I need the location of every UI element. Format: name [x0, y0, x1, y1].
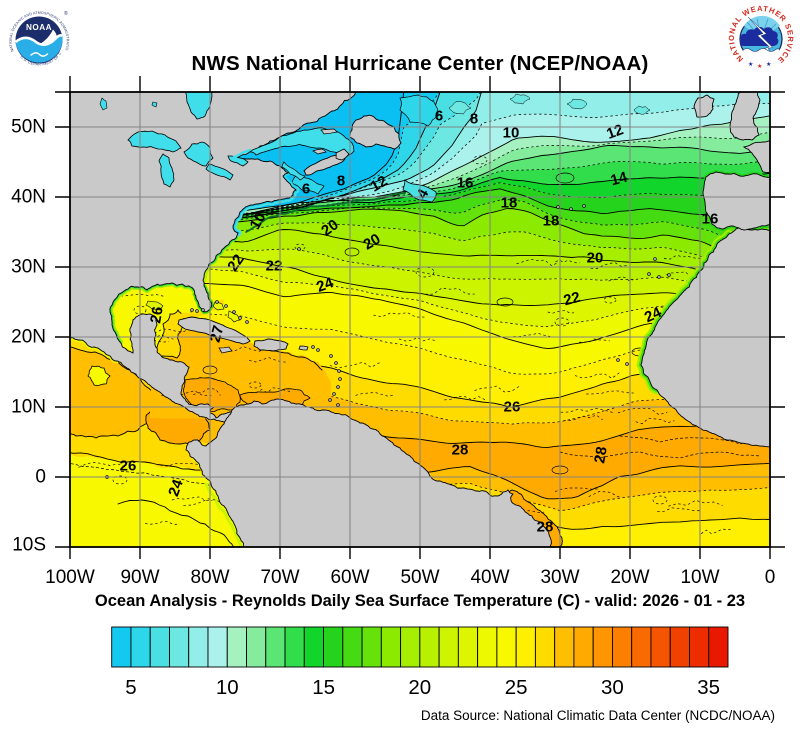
svg-text:5: 5 [125, 676, 136, 699]
svg-text:10N: 10N [11, 397, 46, 418]
svg-text:40N: 40N [11, 187, 46, 208]
svg-text:®: ® [64, 10, 68, 17]
svg-text:28: 28 [591, 445, 611, 464]
svg-text:22: 22 [266, 258, 283, 275]
svg-text:22: 22 [562, 289, 583, 310]
svg-text:20: 20 [361, 230, 384, 253]
svg-text:28: 28 [452, 442, 469, 459]
svg-text:8: 8 [470, 111, 478, 128]
svg-text:Data Source: National Climatic: Data Source: National Climatic Data Cent… [421, 708, 775, 723]
svg-text:20: 20 [318, 216, 341, 239]
svg-text:18: 18 [501, 195, 518, 212]
svg-text:24: 24 [314, 274, 336, 296]
svg-text:90W: 90W [120, 567, 159, 588]
svg-text:18: 18 [543, 213, 560, 230]
svg-text:★: ★ [766, 61, 771, 68]
svg-text:40W: 40W [470, 567, 509, 588]
svg-text:20W: 20W [610, 567, 649, 588]
svg-text:26: 26 [120, 458, 137, 475]
svg-text:10: 10 [503, 125, 520, 142]
svg-text:24: 24 [165, 477, 187, 499]
svg-text:80W: 80W [190, 567, 229, 588]
svg-text:0: 0 [765, 567, 776, 588]
svg-text:28: 28 [537, 519, 554, 536]
svg-text:Ocean Analysis - Reynolds Dail: Ocean Analysis - Reynolds Daily Sea Surf… [95, 592, 745, 610]
svg-text:20: 20 [408, 676, 431, 699]
svg-text:25: 25 [505, 676, 528, 699]
svg-text:30: 30 [601, 676, 624, 699]
svg-text:10: 10 [246, 210, 269, 233]
svg-text:16: 16 [457, 175, 474, 192]
svg-text:12: 12 [368, 172, 391, 195]
svg-text:6: 6 [302, 181, 310, 198]
svg-text:22: 22 [224, 251, 247, 274]
svg-text:35: 35 [697, 676, 720, 699]
svg-text:30N: 30N [11, 257, 46, 278]
svg-text:NOAA: NOAA [26, 23, 52, 32]
svg-text:30W: 30W [540, 567, 579, 588]
svg-text:10: 10 [216, 676, 239, 699]
svg-text:20: 20 [587, 250, 604, 267]
svg-text:20N: 20N [11, 327, 46, 348]
svg-text:14: 14 [609, 168, 630, 189]
svg-text:0: 0 [35, 467, 46, 488]
svg-text:★: ★ [757, 63, 762, 70]
svg-text:26: 26 [147, 305, 167, 324]
svg-text:6: 6 [435, 108, 443, 125]
svg-text:★: ★ [748, 61, 753, 68]
svg-text:27: 27 [207, 324, 228, 345]
svg-text:100W: 100W [45, 567, 95, 588]
svg-text:10S: 10S [12, 535, 46, 556]
svg-text:15: 15 [312, 676, 335, 699]
svg-text:8: 8 [337, 173, 345, 190]
svg-text:NWS National Hurricane Center: NWS National Hurricane Center (NCEP/NOAA… [192, 52, 649, 75]
svg-text:24: 24 [642, 303, 665, 326]
svg-text:60W: 60W [330, 567, 369, 588]
svg-text:70W: 70W [260, 567, 299, 588]
svg-text:50W: 50W [400, 567, 439, 588]
svg-text:10W: 10W [680, 567, 719, 588]
svg-text:50N: 50N [11, 117, 46, 138]
svg-text:16: 16 [702, 211, 719, 228]
